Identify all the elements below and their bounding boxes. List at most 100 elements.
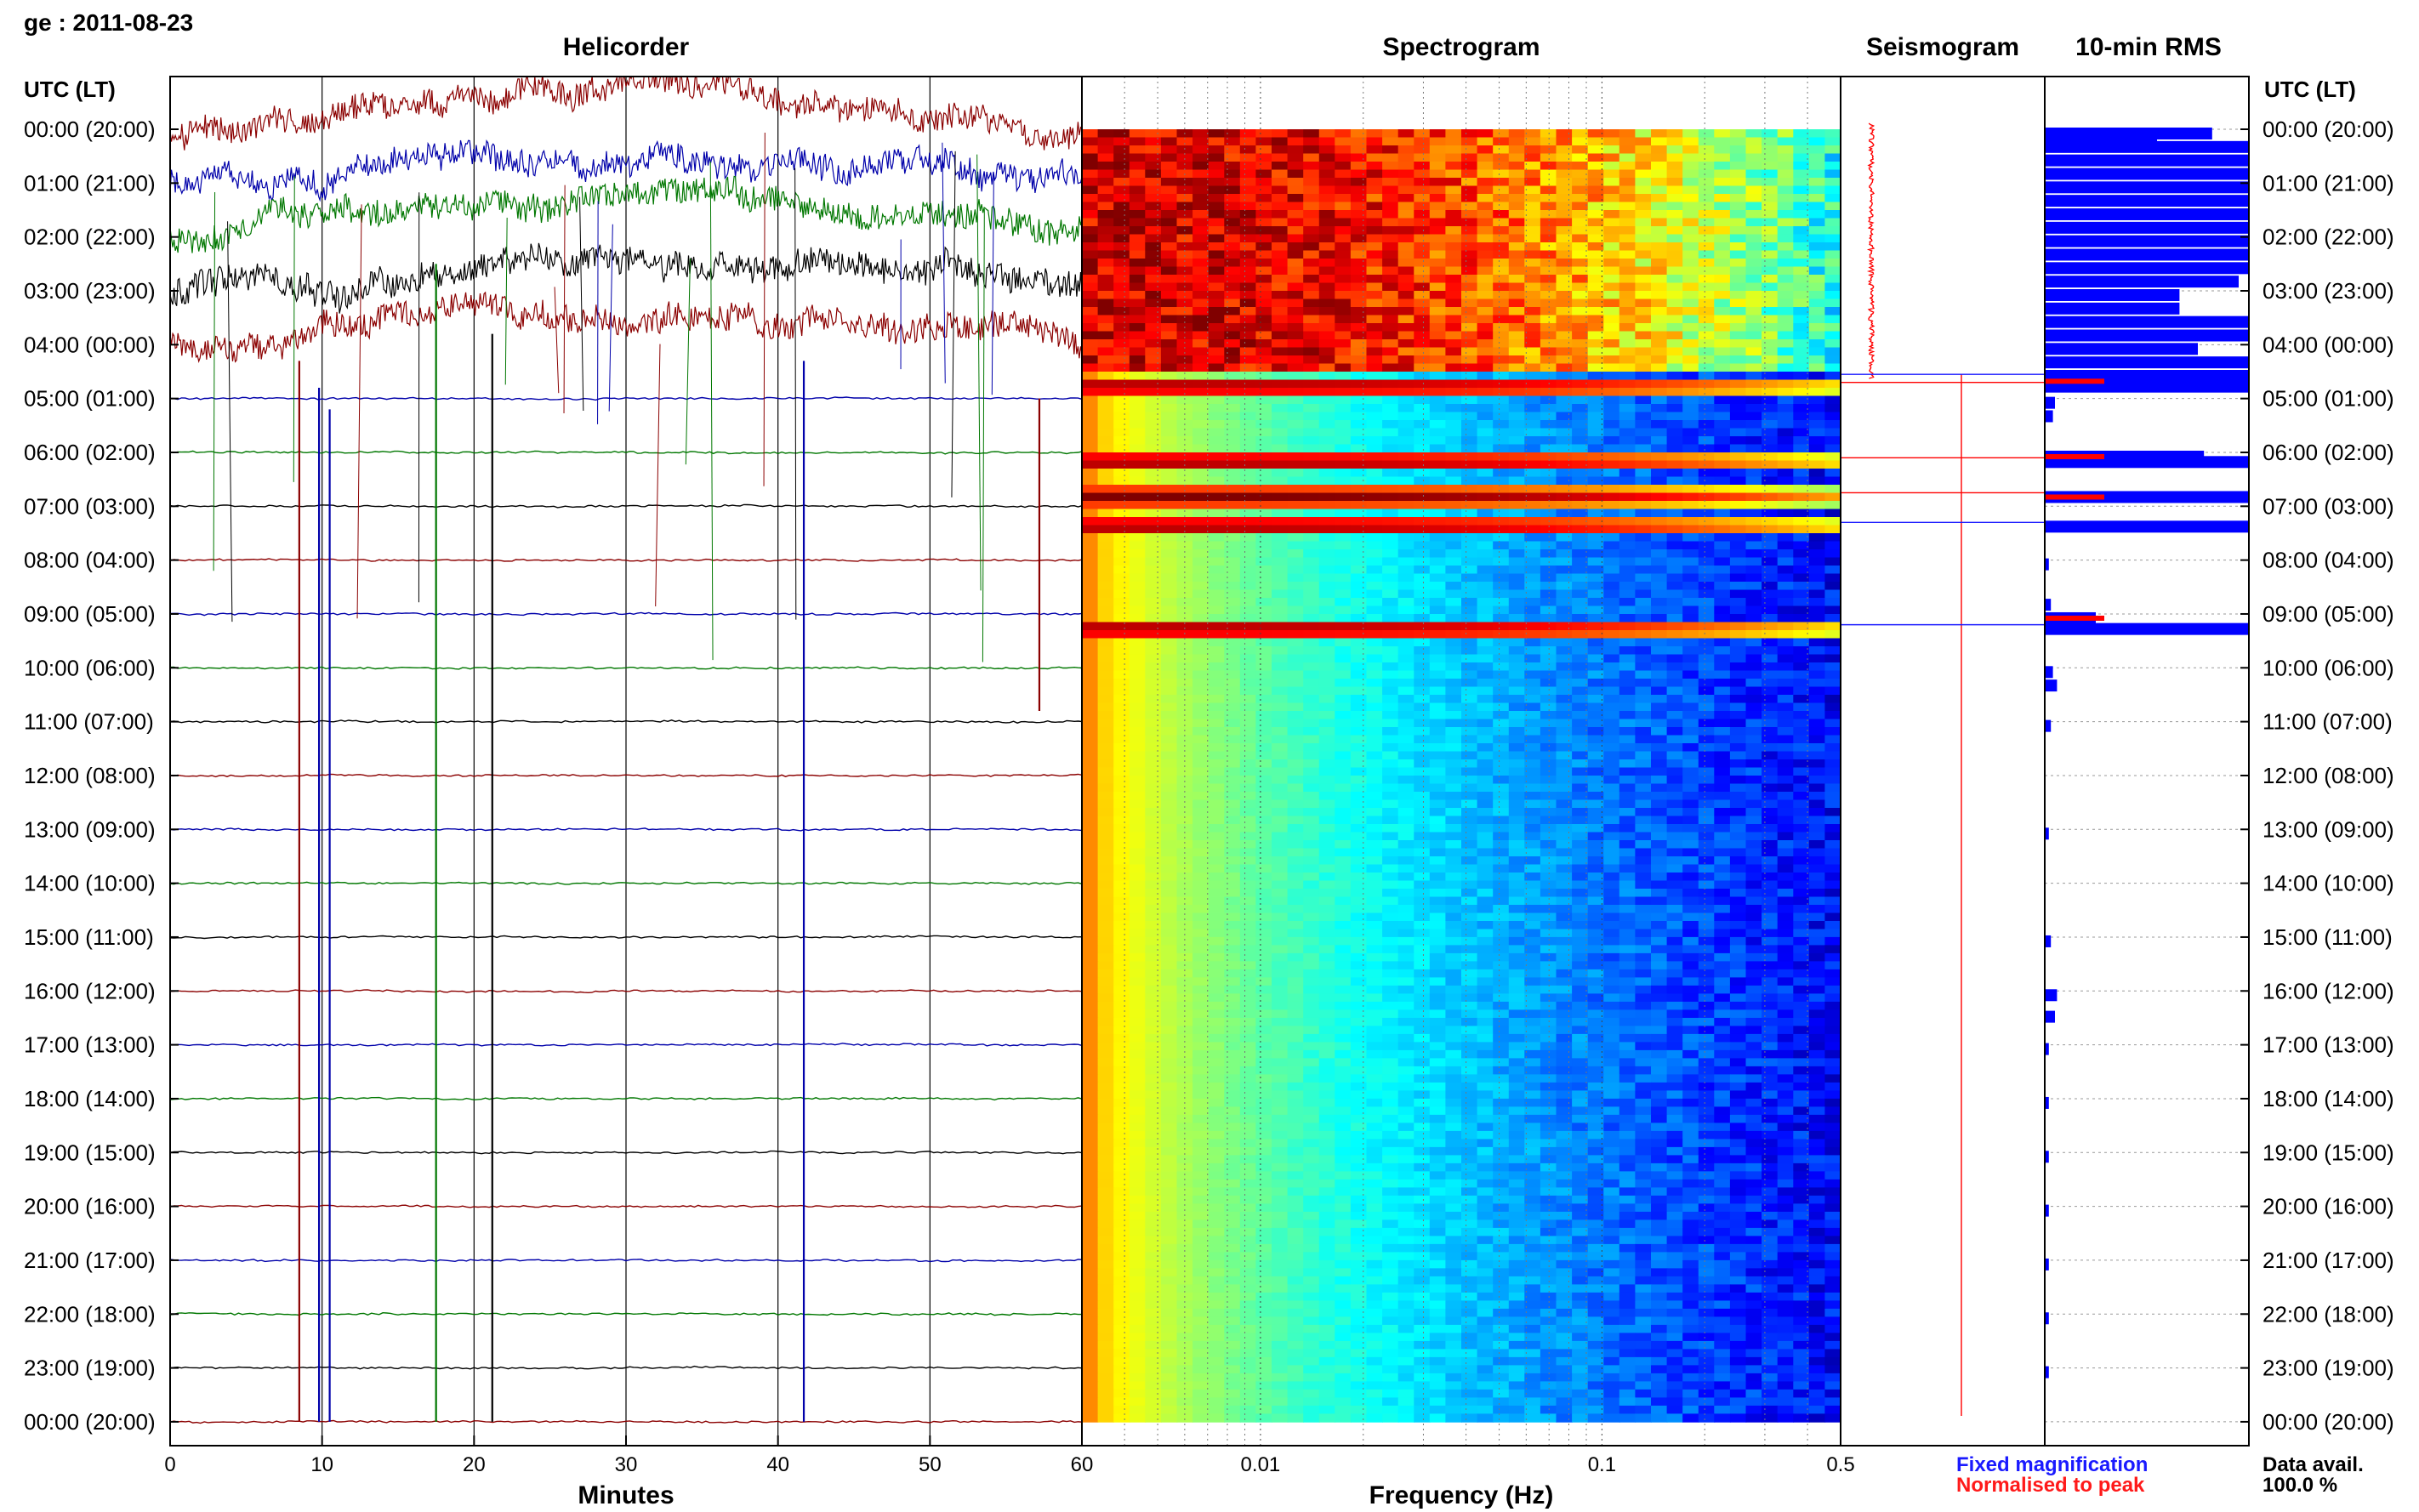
spectrogram-cell: [1097, 961, 1114, 970]
spectrogram-cell: [1366, 727, 1383, 736]
spectrogram-cell: [1524, 614, 1541, 623]
spectrogram-cell: [1160, 686, 1178, 696]
spectrogram-cell: [1572, 145, 1589, 155]
spectrogram-cell: [1224, 169, 1241, 179]
spectrogram-cell: [1350, 339, 1368, 349]
spectrogram-cell: [1793, 549, 1810, 559]
spectrogram-cell: [1350, 605, 1368, 615]
spectrogram-cell: [1366, 541, 1383, 550]
spectrogram-cell: [1397, 702, 1415, 712]
spectrogram-cell: [1414, 776, 1431, 785]
spectrogram-cell: [1160, 848, 1178, 857]
spectrogram-cell: [1397, 436, 1415, 446]
spectrogram-cell: [1176, 638, 1193, 647]
spectrogram-cell: [1777, 331, 1795, 340]
spectrogram-cell: [1824, 566, 1841, 575]
spectrogram-cell: [1160, 945, 1178, 954]
spectrogram-cell: [1303, 856, 1320, 866]
spectrogram-cell: [1603, 824, 1620, 833]
spectrogram-cell: [1318, 864, 1336, 873]
spectrogram-cell: [1145, 557, 1162, 566]
spectrogram-cell: [1397, 952, 1415, 963]
spectrogram-cell: [1239, 622, 1257, 631]
spectrogram-cell: [1429, 921, 1447, 930]
spectrogram-cell: [1714, 952, 1731, 963]
spectrogram-cell: [1239, 929, 1257, 938]
spectrogram-cell: [1461, 218, 1478, 227]
spectrogram-cell: [1698, 129, 1716, 139]
spectrogram-cell: [1556, 541, 1573, 550]
spectrogram-cell: [1587, 759, 1605, 769]
spectrogram-cell: [1461, 605, 1478, 615]
spectrogram-cell: [1524, 460, 1541, 469]
spectrogram-cell: [1445, 137, 1462, 146]
spectrogram-cell: [1556, 315, 1573, 324]
spectrogram-cell: [1160, 751, 1178, 760]
spectrogram-cell: [1272, 646, 1289, 656]
spectrogram-cell: [1318, 492, 1336, 502]
spectrogram-cell: [1461, 808, 1478, 817]
spectrogram-cell: [1224, 420, 1241, 429]
spectrogram-cell: [1572, 808, 1589, 817]
spectrogram-cell: [1493, 929, 1510, 938]
spectrogram-cell: [1508, 452, 1526, 462]
spectrogram-cell: [1461, 638, 1478, 647]
spectrogram-cell: [1793, 259, 1810, 268]
spectrogram-cell: [1382, 695, 1399, 704]
spectrogram-cell: [1318, 759, 1336, 769]
spectrogram-cell: [1335, 226, 1352, 236]
spectrogram-cell: [1287, 533, 1304, 543]
spectrogram-cell: [1808, 428, 1826, 437]
spectrogram-cell: [1524, 379, 1541, 389]
spectrogram-cell: [1224, 525, 1241, 534]
spectrogram-cell: [1461, 372, 1478, 381]
spectrogram-cell: [1224, 355, 1241, 365]
spectrogram-cell: [1619, 525, 1636, 534]
spectrogram-cell: [1540, 912, 1557, 922]
spectrogram-cell: [1429, 460, 1447, 469]
spectrogram-cell: [1651, 355, 1668, 365]
spectrogram-cell: [1192, 824, 1210, 833]
spectrogram-cell: [1603, 952, 1620, 963]
spectrogram-cell: [1097, 889, 1114, 898]
spectrogram-cell: [1397, 525, 1415, 534]
spectrogram-cell: [1113, 178, 1130, 187]
spectrogram-cell: [1635, 735, 1652, 744]
spectrogram-cell: [1808, 727, 1826, 736]
spectrogram-cell: [1572, 679, 1589, 688]
spectrogram-cell: [1556, 291, 1573, 300]
spectrogram-cell: [1366, 404, 1383, 413]
spectrogram-cell: [1318, 630, 1336, 639]
spectrogram-cell: [1556, 395, 1573, 405]
spectrogram-cell: [1097, 630, 1114, 639]
spectrogram-cell: [1397, 379, 1415, 389]
spectrogram-cell: [1129, 816, 1147, 825]
spectrogram-cell: [1714, 259, 1731, 268]
spectrogram-cell: [1160, 582, 1178, 591]
spectrogram-cell: [1808, 169, 1826, 179]
spectrogram-cell: [1587, 670, 1605, 679]
spectrogram-cell: [1762, 242, 1779, 252]
spectrogram-cell: [1651, 727, 1668, 736]
spectrogram-cell: [1224, 783, 1241, 793]
spectrogram-cell: [1097, 372, 1114, 381]
spectrogram-cell: [1208, 686, 1226, 696]
spectrogram-cell: [1824, 735, 1841, 744]
spectrogram-cell: [1366, 614, 1383, 623]
spectrogram-cell: [1318, 420, 1336, 429]
spectrogram-cell: [1493, 307, 1510, 316]
spectrogram-cell: [1508, 896, 1526, 906]
spectrogram-cell: [1698, 549, 1716, 559]
spectrogram-cell: [1397, 695, 1415, 704]
spectrogram-cell: [1745, 719, 1762, 728]
spectrogram-cell: [1729, 864, 1747, 873]
spectrogram-cell: [1745, 880, 1762, 890]
spectrogram-cell: [1414, 291, 1431, 300]
spectrogram-cell: [1397, 363, 1415, 372]
spectrogram-cell: [1239, 662, 1257, 672]
spectrogram-cell: [1239, 469, 1257, 478]
spectrogram-cell: [1461, 582, 1478, 591]
spectrogram-cell: [1382, 129, 1399, 139]
spectrogram-cell: [1651, 929, 1668, 938]
spectrogram-cell: [1493, 848, 1510, 857]
